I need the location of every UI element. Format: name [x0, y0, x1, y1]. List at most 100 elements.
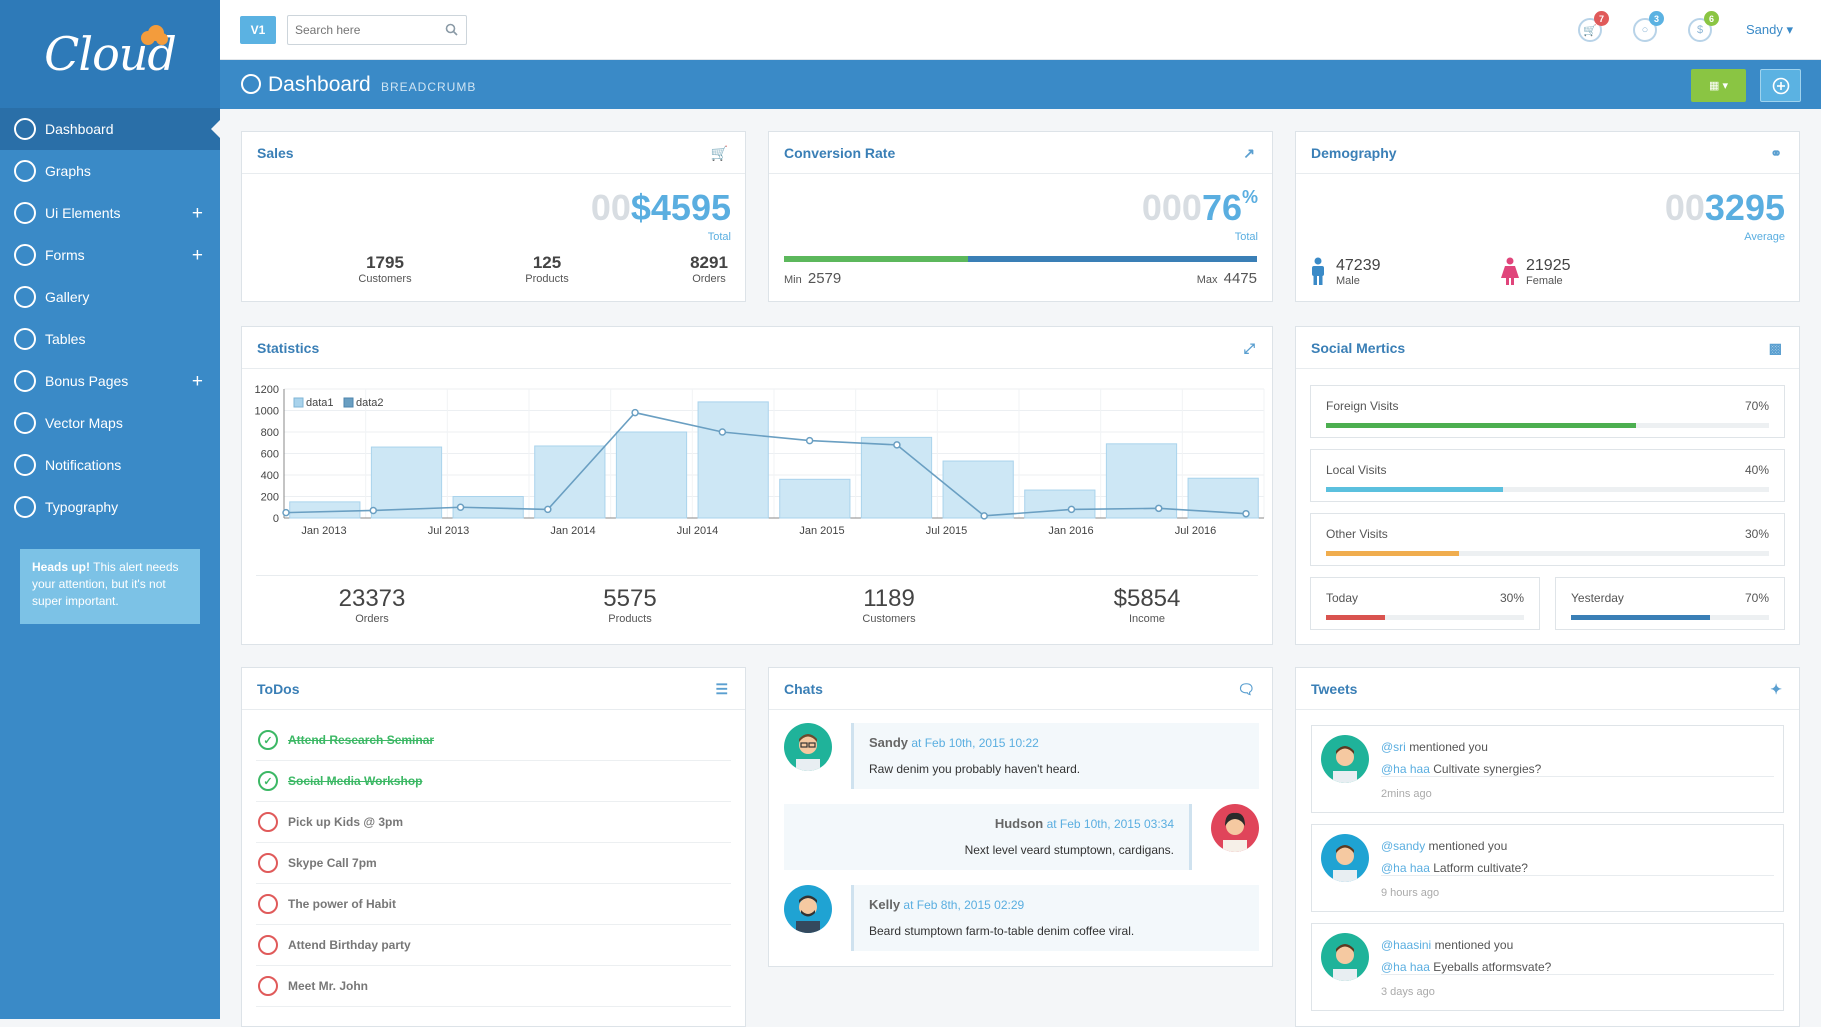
- tweet-item: @haasini mentioned you @ha haa Eyeballs a…: [1311, 923, 1784, 1011]
- unchecked-circle-icon[interactable]: [258, 976, 278, 996]
- sidebar-item-gallery[interactable]: Gallery: [0, 276, 220, 318]
- stat-label: Customers: [358, 273, 412, 285]
- sidebar-item-label: Typography: [45, 499, 119, 515]
- tweet-avatar[interactable]: [1321, 834, 1369, 882]
- social-label: Other Visits: [1326, 527, 1388, 541]
- sidebar-item-graphs[interactable]: Graphs: [0, 150, 220, 192]
- chart-y-tick: 800: [261, 427, 279, 439]
- male-icon: [1312, 257, 1324, 285]
- total-number: 1189: [863, 585, 915, 612]
- chats-title: Chats: [784, 681, 823, 697]
- chart-point: [369, 506, 378, 515]
- search-input[interactable]: [288, 16, 438, 44]
- sidebar-item-bonus-pages[interactable]: Bonus Pages +: [0, 360, 220, 402]
- dashboard-title-icon: [241, 74, 261, 94]
- social-label: Foreign Visits: [1326, 399, 1399, 413]
- social-fill: [1571, 615, 1710, 620]
- sidebar-item-vector-maps[interactable]: Vector Maps: [0, 402, 220, 444]
- chat-text: Next level veard stumptown, cardigans.: [964, 843, 1174, 857]
- tweet-avatar[interactable]: [1321, 933, 1369, 981]
- conversion-unit: %: [1241, 187, 1258, 207]
- sidebar-item-tables[interactable]: Tables: [0, 318, 220, 360]
- twitter-icon[interactable]: ✦: [1770, 681, 1782, 697]
- sidebar-item-forms[interactable]: Forms +: [0, 234, 220, 276]
- add-button[interactable]: [1760, 69, 1801, 102]
- legend-swatch-data1: [293, 397, 304, 408]
- list-icon[interactable]: ☰: [715, 681, 728, 697]
- expand-plus-icon[interactable]: +: [191, 371, 203, 392]
- person-avatar-icon: [1333, 746, 1357, 783]
- tweet-tag[interactable]: @ha haa: [1381, 762, 1430, 776]
- demography-prefix: 00: [1664, 187, 1705, 228]
- chat-notification-button[interactable]: ○ 3: [1633, 11, 1664, 42]
- avatar-kelly[interactable]: [784, 885, 832, 933]
- tweets-panel: Tweets ✦ @sri mentioned you @ha haa Cultiv…: [1295, 667, 1800, 1027]
- todo-item[interactable]: Attend Birthday party: [256, 925, 731, 966]
- tweet-tag[interactable]: @ha haa: [1381, 861, 1430, 875]
- chat-message: Hudson at Feb 10th, 2015 03:34 Next leve…: [784, 804, 1192, 870]
- version-button[interactable]: V1: [240, 16, 276, 44]
- calendar-dropdown-button[interactable]: ▦ ▾: [1691, 69, 1746, 102]
- male-stat: 47239 Male: [1336, 257, 1381, 287]
- search-icon[interactable]: [445, 23, 458, 36]
- sidebar-item-label: Tables: [45, 331, 86, 347]
- chat-bubble-icon[interactable]: 🗨: [1237, 681, 1255, 697]
- cart-icon: 🛒: [1583, 24, 1597, 37]
- cart-notification-button[interactable]: 🛒 7: [1578, 11, 1609, 42]
- tweet-handle[interactable]: @haasini: [1381, 938, 1432, 952]
- sales-sublabel: Total: [707, 231, 731, 243]
- money-badge: 6: [1704, 11, 1719, 26]
- sidebar-item-notifications[interactable]: Notifications: [0, 444, 220, 486]
- unchecked-circle-icon[interactable]: [258, 812, 278, 832]
- avatar-sandy[interactable]: [784, 723, 832, 771]
- stat-number: 125: [532, 253, 562, 272]
- stat-label: Products: [525, 273, 569, 285]
- social-row-foreign: Foreign Visits 70%: [1310, 385, 1785, 438]
- logo[interactable]: Cloud: [0, 0, 220, 108]
- todo-item[interactable]: The power of Habit: [256, 884, 731, 925]
- sidebar-item-typography[interactable]: Typography: [0, 486, 220, 528]
- checked-circle-icon[interactable]: ✓: [258, 730, 278, 750]
- total-number: 5575: [603, 585, 657, 612]
- chart-bar: [779, 478, 851, 519]
- cart-icon[interactable]: 🛒: [710, 145, 728, 161]
- expand-icon[interactable]: ⤢: [1243, 340, 1255, 356]
- avatar-hudson[interactable]: [1211, 804, 1259, 852]
- todo-item[interactable]: Pick up Kids @ 3pm: [256, 802, 731, 843]
- tweet-handle[interactable]: @sri: [1381, 740, 1406, 754]
- sidebar-alert: Heads up! This alert needs your attentio…: [20, 549, 200, 624]
- chat-text: Beard stumptown farm-to-table denim coff…: [869, 924, 1135, 938]
- tweet-avatar[interactable]: [1321, 735, 1369, 783]
- todos-header: ToDos ☰: [242, 668, 745, 710]
- user-menu[interactable]: Sandy ▾: [1746, 22, 1793, 38]
- sidebar-item-ui-elements[interactable]: Ui Elements +: [0, 192, 220, 234]
- unchecked-circle-icon[interactable]: [258, 935, 278, 955]
- expand-plus-icon[interactable]: +: [191, 245, 203, 266]
- todo-item[interactable]: ✓ Attend Research Seminar: [256, 720, 731, 761]
- sidebar-item-label: Gallery: [45, 289, 90, 305]
- unchecked-circle-icon[interactable]: [258, 894, 278, 914]
- sidebar-item-dashboard[interactable]: Dashboard: [0, 108, 220, 150]
- bar-chart-icon[interactable]: ▩: [1768, 340, 1782, 356]
- female-stat: 21925 Female: [1497, 257, 1571, 287]
- todo-item[interactable]: Meet Mr. John: [256, 966, 731, 1007]
- gender-icon[interactable]: ⚭: [1770, 145, 1782, 161]
- stat-number: 8291: [690, 253, 728, 272]
- tweet-handle[interactable]: @sandy: [1381, 839, 1426, 853]
- checked-circle-icon[interactable]: ✓: [258, 771, 278, 791]
- person-avatar-icon: [1333, 845, 1357, 882]
- line-chart-icon[interactable]: ↗: [1243, 145, 1255, 161]
- chat-badge: 3: [1649, 11, 1664, 26]
- sidebar-item-label: Ui Elements: [45, 205, 121, 221]
- tweet-text: @sandy mentioned you @ha haa Latform cult…: [1381, 835, 1528, 879]
- social-metrics-title: Social Mertics: [1311, 340, 1406, 356]
- tweet-text: @haasini mentioned you @ha haa Eyeballs a…: [1381, 934, 1551, 978]
- breadcrumb[interactable]: BREADCRUMB: [381, 80, 477, 94]
- money-notification-button[interactable]: $ 6: [1688, 11, 1719, 42]
- todo-item[interactable]: ✓ Social Media Workshop: [256, 761, 731, 802]
- tweet-tag[interactable]: @ha haa: [1381, 960, 1430, 974]
- todo-item[interactable]: Skype Call 7pm: [256, 843, 731, 884]
- expand-plus-icon[interactable]: +: [191, 203, 203, 224]
- notifications-icon: [14, 454, 36, 476]
- unchecked-circle-icon[interactable]: [258, 853, 278, 873]
